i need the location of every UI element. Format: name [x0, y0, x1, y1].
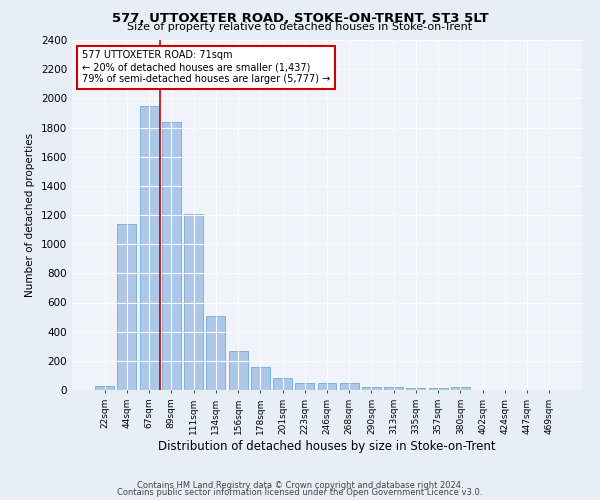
- Bar: [95, 386, 114, 390]
- X-axis label: Distribution of detached houses by size in Stoke-on-Trent: Distribution of detached houses by size …: [158, 440, 496, 452]
- Bar: [384, 387, 403, 390]
- Bar: [317, 384, 337, 390]
- Bar: [140, 106, 158, 390]
- Text: 577, UTTOXETER ROAD, STOKE-ON-TRENT, ST3 5LT: 577, UTTOXETER ROAD, STOKE-ON-TRENT, ST3…: [112, 12, 488, 26]
- Bar: [295, 382, 314, 390]
- Bar: [206, 316, 225, 390]
- Text: Size of property relative to detached houses in Stoke-on-Trent: Size of property relative to detached ho…: [127, 22, 473, 32]
- Text: Contains HM Land Registry data © Crown copyright and database right 2024.: Contains HM Land Registry data © Crown c…: [137, 480, 463, 490]
- Bar: [118, 224, 136, 390]
- Bar: [229, 352, 248, 390]
- Bar: [340, 384, 359, 390]
- Bar: [273, 378, 292, 390]
- Bar: [451, 387, 470, 390]
- Bar: [429, 388, 448, 390]
- Bar: [251, 368, 270, 390]
- Text: Contains public sector information licensed under the Open Government Licence v3: Contains public sector information licen…: [118, 488, 482, 497]
- Bar: [184, 214, 203, 390]
- Y-axis label: Number of detached properties: Number of detached properties: [25, 133, 35, 297]
- Bar: [162, 122, 181, 390]
- Text: 577 UTTOXETER ROAD: 71sqm
← 20% of detached houses are smaller (1,437)
79% of se: 577 UTTOXETER ROAD: 71sqm ← 20% of detac…: [82, 50, 331, 84]
- Bar: [406, 388, 425, 390]
- Bar: [362, 387, 381, 390]
